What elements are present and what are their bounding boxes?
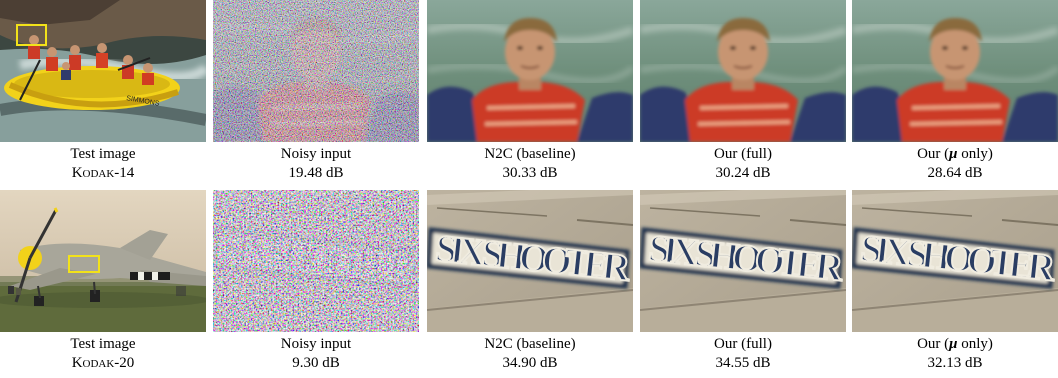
- psnr-value: 19.48 dB: [288, 165, 344, 181]
- our-full-cell: Our (full) 30.24 dB: [640, 0, 846, 188]
- caption-title: N2C (baseline): [484, 336, 576, 352]
- caption-title-prefix: Our (: [917, 146, 950, 162]
- figure-row-kodak-14: SIMMONS Test image Kodak-14: [0, 0, 1058, 188]
- noisy-input-image: [213, 190, 419, 332]
- caption: N2C (baseline) 30.33 dB: [427, 145, 633, 183]
- test-image-cell: SIMMONS Test image Kodak-14: [0, 0, 206, 188]
- caption-title: Our (full): [714, 146, 772, 162]
- test-image-rafting: SIMMONS: [0, 0, 206, 142]
- caption-title: Noisy input: [280, 336, 352, 352]
- caption-title: Our (μ only): [852, 335, 1058, 354]
- mu-symbol: μ: [949, 146, 958, 162]
- n2c-baseline-cell: N2C (baseline) 34.90 dB: [427, 190, 633, 378]
- caption-title-prefix: Our (: [917, 336, 950, 352]
- caption-title: Our (μ only): [852, 145, 1058, 164]
- highlight-box: [68, 255, 100, 273]
- caption-title: Noisy input: [280, 146, 352, 162]
- caption-value: Kodak-20: [71, 355, 135, 371]
- caption: Our (full) 34.55 dB: [640, 335, 846, 373]
- caption: Our (full) 30.24 dB: [640, 145, 846, 183]
- caption: Our (μ only) 28.64 dB: [852, 145, 1058, 183]
- caption: Noisy input 9.30 dB: [213, 335, 419, 373]
- figure-row-kodak-20: Test image Kodak-20 Noisy input 9.30 dB …: [0, 190, 1058, 378]
- psnr-value: 34.90 dB: [502, 355, 558, 371]
- caption: Noisy input 19.48 dB: [213, 145, 419, 183]
- caption: Test image Kodak-20: [0, 335, 206, 373]
- caption: Our (μ only) 32.13 dB: [852, 335, 1058, 373]
- our-mu-only-cell: Our (μ only) 28.64 dB: [852, 0, 1058, 188]
- caption-title-suffix: only): [957, 336, 993, 352]
- our-full-image: [640, 0, 846, 142]
- caption-title: N2C (baseline): [484, 146, 576, 162]
- caption-title: Our (full): [714, 336, 772, 352]
- psnr-value: 28.64 dB: [927, 165, 983, 181]
- test-image-airplane: [0, 190, 206, 332]
- caption-title-suffix: only): [957, 146, 993, 162]
- n2c-baseline-image: [427, 190, 633, 332]
- caption-title: Test image: [70, 146, 136, 162]
- caption: Test image Kodak-14: [0, 145, 206, 183]
- highlight-box: [16, 24, 47, 46]
- caption-title: Test image: [70, 336, 136, 352]
- n2c-baseline-cell: N2C (baseline) 30.33 dB: [427, 0, 633, 188]
- test-image-cell: Test image Kodak-20: [0, 190, 206, 378]
- our-full-cell: Our (full) 34.55 dB: [640, 190, 846, 378]
- noisy-input-cell: Noisy input 9.30 dB: [213, 190, 419, 378]
- noisy-input-image: [213, 0, 419, 142]
- noisy-input-cell: Noisy input 19.48 dB: [213, 0, 419, 188]
- psnr-value: 9.30 dB: [292, 355, 340, 371]
- our-mu-only-image: [852, 190, 1058, 332]
- psnr-value: 34.55 dB: [715, 355, 771, 371]
- our-full-image: [640, 190, 846, 332]
- mu-symbol: μ: [949, 336, 958, 352]
- psnr-value: 30.24 dB: [715, 165, 771, 181]
- caption: N2C (baseline) 34.90 dB: [427, 335, 633, 373]
- caption-value: Kodak-14: [71, 165, 135, 181]
- n2c-baseline-image: [427, 0, 633, 142]
- psnr-value: 30.33 dB: [502, 165, 558, 181]
- our-mu-only-image: [852, 0, 1058, 142]
- psnr-value: 32.13 dB: [927, 355, 983, 371]
- our-mu-only-cell: Our (μ only) 32.13 dB: [852, 190, 1058, 378]
